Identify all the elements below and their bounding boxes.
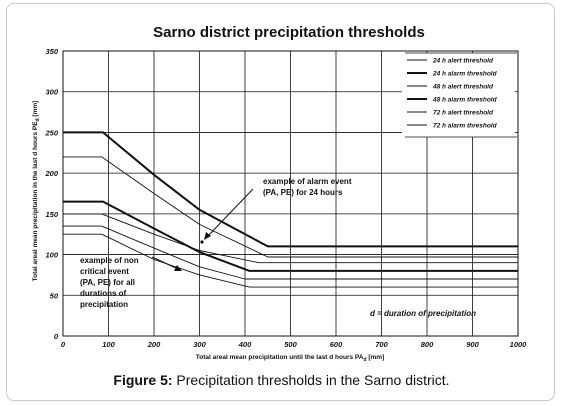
y-tick-label: 300 [45, 88, 58, 97]
series-line-5 [63, 225, 518, 280]
y-tick-label: 200 [44, 169, 58, 178]
threshold-chart: Sarno district precipitation thresholds … [32, 24, 527, 363]
tick-labels: 0 100 200 300 400 500 600 700 800 900 1000 0 50 100 15… [44, 47, 527, 349]
chart-title: Sarno district precipitation thresholds [153, 24, 425, 41]
legend-label: 72 h alert threshold [433, 110, 494, 117]
annotation-non-critical-arrowhead [174, 265, 182, 271]
legend-label: 24 h alert threshold [432, 58, 494, 65]
legend-label: 48 h alert threshold [432, 84, 494, 91]
caption-text: Precipitation thresholds in the Sarno di… [172, 372, 450, 388]
x-tick-label: 200 [147, 340, 161, 349]
alarm-event-point [200, 240, 204, 244]
duration-label: d = duration of precipitation [370, 309, 476, 318]
legend-label: 72 h alarm threshold [433, 123, 498, 130]
y-axis-label: Total areal mean precipitation in the la… [32, 101, 41, 282]
y-tick-label: 150 [45, 210, 58, 219]
x-tick-label: 500 [284, 340, 297, 349]
series-line-4 [63, 200, 518, 272]
x-tick-label: 700 [375, 340, 388, 349]
y-tick-label: 100 [45, 251, 58, 260]
figure-caption: Figure 5: Precipitation thresholds in th… [0, 372, 563, 388]
series-line-2 [63, 131, 518, 248]
caption-label: Figure 5: [113, 372, 173, 388]
annotation-alarm-arrowhead [204, 232, 211, 240]
x-axis-label: Total areal mean precipitation until the… [196, 354, 384, 363]
y-tick-label: 250 [44, 128, 58, 137]
x-tick-label: 800 [421, 340, 434, 349]
series-line-3 [63, 213, 518, 264]
legend-label: 24 h alarm threshold [432, 71, 498, 78]
annotation-alarm-event: example of alarm event (PA, PE) for 24 h… [263, 177, 354, 197]
legend: 24 h alert threshold 24 h alarm threshold… [402, 52, 517, 138]
y-tick-label: 350 [45, 47, 58, 56]
x-tick-label: 1000 [510, 340, 528, 349]
x-tick-label: 300 [193, 340, 206, 349]
annotation-non-critical-arrow [151, 256, 179, 270]
x-tick-label: 400 [238, 340, 252, 349]
x-tick-label: 0 [61, 340, 66, 349]
y-tick-label: 0 [54, 332, 59, 341]
x-tick-label: 100 [102, 340, 115, 349]
legend-label: 48 h alarm threshold [432, 97, 498, 104]
annotation-non-critical-event: example of non critical event (PA, PE) f… [80, 256, 141, 309]
x-tick-label: 900 [466, 340, 479, 349]
annotation-alarm-arrow [206, 188, 254, 238]
x-tick-label: 600 [330, 340, 343, 349]
legend-background [402, 53, 515, 137]
y-tick-label: 50 [50, 291, 59, 300]
series-line-1 [63, 156, 518, 258]
